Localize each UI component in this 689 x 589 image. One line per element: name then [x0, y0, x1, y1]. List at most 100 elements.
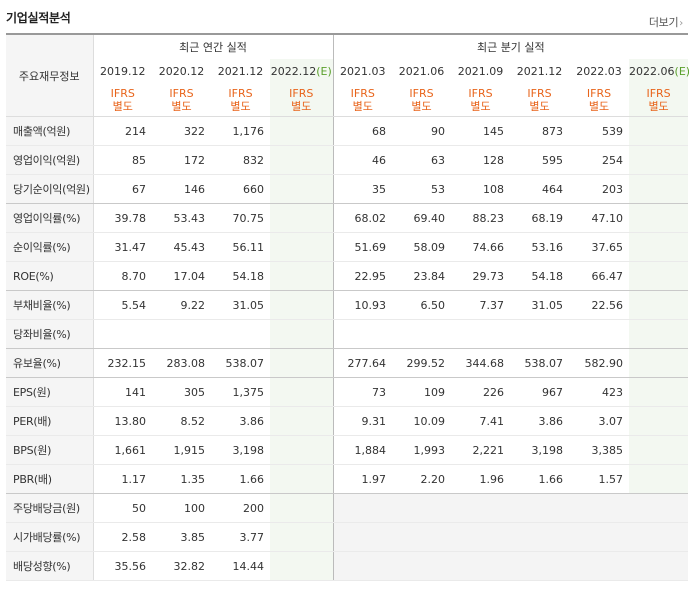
- ifrs-type: 별도: [112, 99, 133, 113]
- quarter-value-cell: 1.66: [510, 464, 570, 494]
- annual-value-cell: [270, 377, 334, 407]
- quarter-value-cell: 53.16: [510, 232, 570, 262]
- annual-value-cell: 1,375: [211, 377, 270, 407]
- table-row: 순이익률(%) 31.47 45.43 56.11 51.69 58.09 74.66 53.…: [6, 232, 689, 262]
- annual-value-cell: 322: [152, 116, 211, 146]
- ifrs-label: IFRS: [409, 86, 434, 100]
- ifrs-type: 별도: [230, 99, 251, 113]
- annual-value-cell: 3,198: [211, 435, 270, 465]
- more-link[interactable]: 더보기›: [649, 14, 683, 30]
- row-label: PBR(배): [6, 464, 93, 494]
- annual-value-cell: [152, 319, 211, 349]
- section-title: 기업실적분석: [6, 11, 71, 25]
- quarter-value-cell: 539: [569, 116, 630, 146]
- quarter-value-cell: 203: [569, 174, 630, 204]
- annual-value-cell: [270, 116, 334, 146]
- quarter-value-cell: [451, 319, 511, 349]
- ifrs-type: 별도: [352, 99, 373, 113]
- row-label: 주당배당금(원): [6, 493, 93, 523]
- ifrs-badge: IFRS 별도: [569, 83, 630, 117]
- annual-value-cell: 31.05: [211, 290, 270, 320]
- quarter-value-cell: 10.09: [392, 406, 452, 436]
- annual-value-cell: 232.15: [92, 348, 152, 378]
- quarter-value-cell: 9.31: [332, 406, 393, 436]
- annual-value-cell: 3.86: [211, 406, 270, 436]
- table-row: 배당성향(%) 35.56 32.82 14.44: [6, 551, 689, 581]
- ifrs-label: IFRS: [169, 86, 194, 100]
- annual-value-cell: 1,661: [92, 435, 152, 465]
- quarter-value-cell: [510, 493, 570, 523]
- period-label: 2022.03: [576, 64, 622, 78]
- row-label: 당좌비율(%): [6, 319, 93, 349]
- annual-value-cell: 39.78: [92, 203, 152, 233]
- quarter-value-cell: 299.52: [392, 348, 452, 378]
- ifrs-label: IFRS: [527, 86, 552, 100]
- annual-value-cell: 538.07: [211, 348, 270, 378]
- period-label: 2021.12: [516, 64, 563, 78]
- quarter-value-cell: 54.18: [510, 261, 570, 291]
- annual-value-cell: 283.08: [152, 348, 211, 378]
- quarter-value-cell: 2,221: [451, 435, 511, 465]
- ifrs-type: 별도: [291, 99, 312, 113]
- period-header: 2019.12: [92, 59, 152, 83]
- quarter-value-cell: 63: [392, 145, 452, 175]
- annual-value-cell: [270, 203, 334, 233]
- annual-value-cell: 141: [92, 377, 152, 407]
- ifrs-type: 별도: [648, 99, 669, 113]
- quarter-value-cell: [629, 406, 689, 436]
- row-label: 당기순이익(억원): [6, 174, 93, 204]
- quarter-value-cell: [332, 493, 393, 523]
- ifrs-label: IFRS: [110, 86, 135, 100]
- row-label: 매출액(억원): [6, 116, 93, 146]
- quarter-value-cell: [510, 319, 570, 349]
- quarter-value-cell: [569, 493, 630, 523]
- annual-value-cell: 200: [211, 493, 270, 523]
- chevron-right-icon: ›: [679, 18, 683, 29]
- ifrs-label: IFRS: [289, 86, 314, 100]
- annual-value-cell: 31.47: [92, 232, 152, 262]
- quarter-value-cell: 109: [392, 377, 452, 407]
- quarter-value-cell: [569, 319, 630, 349]
- period-header: 2022.06(E): [629, 59, 689, 83]
- annual-value-cell: 172: [152, 145, 211, 175]
- period-label: 2020.12: [158, 64, 205, 78]
- label-header: 주요재무정보: [6, 33, 93, 117]
- quarter-value-cell: 74.66: [451, 232, 511, 262]
- quarter-value-cell: [629, 522, 689, 552]
- ifrs-type: 별도: [588, 99, 610, 113]
- annual-value-cell: 56.11: [211, 232, 270, 262]
- row-label: 부채비율(%): [6, 290, 93, 320]
- quarter-value-cell: 464: [510, 174, 570, 204]
- quarter-value-cell: [392, 551, 452, 581]
- quarter-value-cell: 22.56: [569, 290, 630, 320]
- period-header: 2020.12: [152, 59, 211, 83]
- period-label: 2021.09: [457, 64, 504, 78]
- annual-value-cell: 146: [152, 174, 211, 204]
- period-header: 2022.12(E): [270, 59, 334, 83]
- period-header: 2021.12: [510, 59, 569, 83]
- quarter-value-cell: 47.10: [569, 203, 630, 233]
- table-row: PER(배) 13.80 8.52 3.86 9.31 10.09 7.41 3.86 3.07: [6, 406, 689, 436]
- annual-value-cell: [270, 290, 334, 320]
- quarter-value-cell: 145: [451, 116, 511, 146]
- estimate-mark: (E): [674, 64, 689, 78]
- ifrs-badge: IFRS 별도: [451, 83, 511, 117]
- quarter-value-cell: [629, 348, 689, 378]
- quarter-value-cell: [629, 435, 689, 465]
- ifrs-badge: IFRS 별도: [211, 83, 270, 117]
- annual-value-cell: 5.54: [92, 290, 152, 320]
- quarter-value-cell: 1.96: [451, 464, 511, 494]
- ifrs-type: 별도: [470, 99, 491, 113]
- table-row: 주당배당금(원) 50 100 200: [6, 493, 689, 523]
- table-row: 당기순이익(억원) 67 146 660 35 53 108 464 203: [6, 174, 689, 204]
- ifrs-type: 별도: [411, 99, 432, 113]
- quarter-value-cell: [629, 174, 689, 204]
- quarter-value-cell: 3,198: [510, 435, 570, 465]
- quarter-value-cell: [332, 522, 393, 552]
- annual-value-cell: [270, 174, 334, 204]
- row-label: 영업이익(억원): [6, 145, 93, 175]
- row-label: 배당성향(%): [6, 551, 93, 581]
- table-row: 유보율(%) 232.15 283.08 538.07 277.64 299.52 344.…: [6, 348, 689, 378]
- annual-value-cell: 35.56: [92, 551, 152, 581]
- quarter-value-cell: 10.93: [332, 290, 393, 320]
